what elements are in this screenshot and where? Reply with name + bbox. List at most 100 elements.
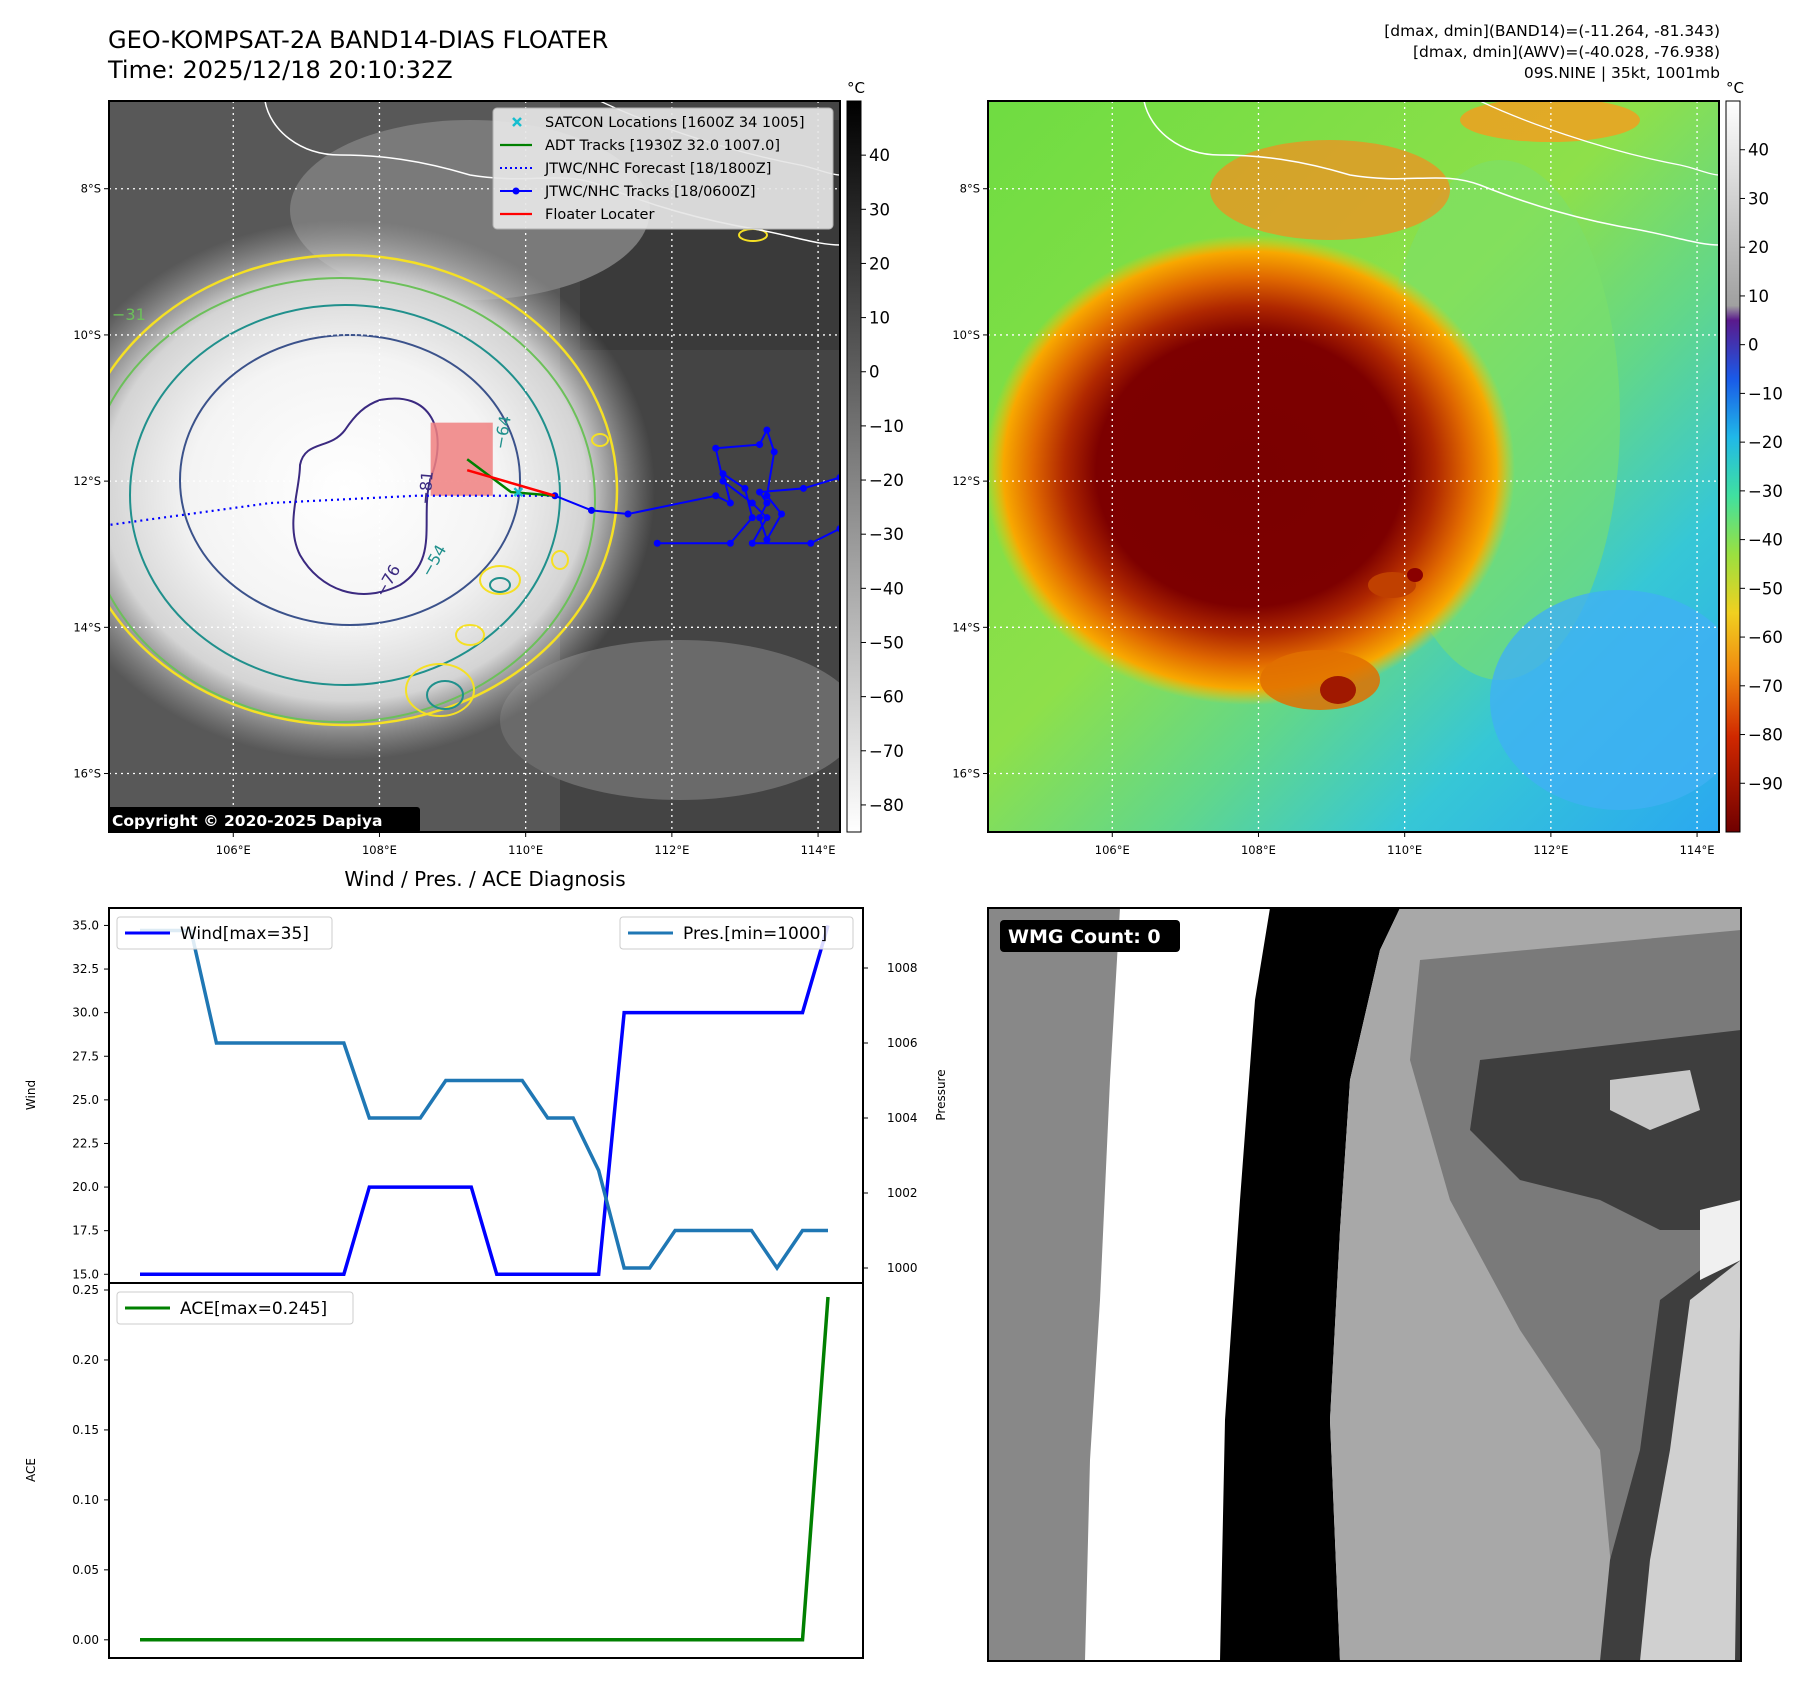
y-tick-label: 10°S: [952, 328, 980, 342]
legend-pressure-label: Pres.[min=1000]: [683, 924, 827, 944]
colorbar-tick-label: −40: [869, 579, 904, 598]
legend-wind: [116, 916, 333, 950]
colorbar-tick-label: −50: [869, 633, 904, 652]
jtwc-track-point: [763, 514, 771, 522]
y2-tick-label: 1006: [887, 1036, 918, 1050]
ylabel-wind: Wind: [24, 1080, 38, 1110]
grid-lines: [988, 101, 1719, 832]
ace-plot: 0.00 0.05 0.10 0.15 0.20 0.25: [72, 1283, 830, 1647]
colorbar-ticks: 40 30 20 10 0 −10 −20 −30 −40 −50 −60 −70 −80: [861, 146, 904, 815]
y2-tick-label: 1008: [887, 961, 918, 975]
wmg-count-box: [1000, 920, 1180, 952]
contour-green: [109, 277, 596, 723]
colorbar-tick-label: 30: [1748, 189, 1769, 208]
pressure-series-line: [140, 928, 828, 1272]
jtwc-track-point: [763, 499, 771, 507]
y2-tick-label: 1000: [887, 1261, 918, 1275]
cloud-mass: [109, 220, 655, 760]
colorbar-tick-label: −30: [869, 525, 904, 544]
figure-time: Time: 2025/12/18 20:10:32Z: [108, 56, 453, 84]
jtwc-track-point: [763, 492, 771, 500]
ir-colorized-panel: 106°E 108°E 110°E 112°E 114°E 8°S 10°S 12°S 14°S…: [952, 79, 1783, 857]
jtwc-track-point: [807, 539, 815, 547]
colorbar-tick-label: −20: [1748, 433, 1783, 452]
jtwc-track-point: [726, 539, 734, 547]
jtwc-track-point: [712, 444, 720, 452]
stats-line-2: [dmax, dmin](AWV)=(-40.028, -76.938): [1413, 43, 1720, 61]
jtwc-track-point: [756, 514, 764, 522]
y-tick-label: 32.5: [72, 962, 99, 976]
colorbar-tick-label: 40: [869, 146, 890, 165]
y-tick-label: 12°S: [952, 474, 980, 488]
jtwc-track-point: [624, 510, 632, 518]
y-tick-label: 0.25: [72, 1283, 99, 1297]
colorbar-tick-label: 20: [869, 254, 890, 273]
ace-panel: 0.00 0.05 0.10 0.15 0.20 0.25 ACE ACE[max=0.2…: [24, 1282, 864, 1659]
y-tick-label: 20.0: [72, 1180, 99, 1194]
stats-line-1: [dmax, dmin](BAND14)=(-11.264, -81.343): [1384, 22, 1720, 40]
colorbar-tick-label: −70: [1748, 677, 1783, 696]
legend-entry-label: Floater Locater: [545, 207, 654, 223]
colorbar-tick-label: −60: [1748, 628, 1783, 647]
jtwc-track-point: [770, 448, 778, 456]
floater-box: [430, 422, 493, 496]
jtwc-track-point: [756, 488, 764, 496]
jtwc-track-point: [748, 499, 756, 507]
jtwc-track-point: [748, 539, 756, 547]
legend-entry-label: SATCON Locations [1600Z 34 1005]: [545, 115, 804, 131]
jtwc-track-point: [712, 492, 720, 500]
color-cloud-north: [1210, 140, 1450, 240]
jtwc-track-point: [748, 514, 756, 522]
color-cell-east-core: [1407, 568, 1423, 582]
jtwc-track-point: [799, 484, 807, 492]
diagnosis-title: Wind / Pres. / ACE Diagnosis: [344, 867, 625, 891]
y2-tick-label: 1004: [887, 1111, 918, 1125]
color-cloud-ne: [1460, 101, 1640, 142]
y-tick-label: 0.05: [72, 1563, 99, 1577]
y-tick-label: 0.00: [72, 1633, 99, 1647]
y-tick-label: 10°S: [73, 328, 101, 342]
panel-frame: [987, 100, 1720, 833]
legend-entry-label: JTWC/NHC Tracks [18/0600Z]: [544, 184, 756, 200]
legend-ace-label: ACE[max=0.245]: [180, 1299, 327, 1319]
colorbar-tick-label: 10: [869, 309, 890, 328]
colorbar-tick-label: 0: [1748, 336, 1759, 355]
colorbar-tick-label: −10: [869, 417, 904, 436]
wmg-region-gray-west: [988, 908, 1120, 1661]
wmg-region-white-east: [1700, 1200, 1741, 1280]
colorbar-color: [1725, 100, 1741, 833]
jtwc-track-point: [756, 441, 764, 449]
map-legend: SATCON Locations [1600Z 34 1005] ADT Trac…: [492, 107, 834, 230]
convective-patch: [479, 565, 521, 595]
x-tick-label: 106°E: [216, 843, 251, 857]
legend-entry-label: JTWC/NHC Forecast [18/1800Z]: [544, 161, 771, 177]
stats-line-3: 09S.NINE | 35kt, 1001mb: [1523, 64, 1720, 82]
ylabel-ace: ACE: [24, 1458, 38, 1482]
y-tick-label: 30.0: [72, 1006, 99, 1020]
y-tick-label: 0.10: [72, 1493, 99, 1507]
y-tick-label: 16°S: [952, 767, 980, 781]
jtwc-track-point: [778, 510, 786, 518]
y-tick-label: 25.0: [72, 1093, 99, 1107]
satcon-marker: [513, 487, 524, 497]
colorbar-tick-label: −70: [869, 742, 904, 761]
map-axes: 106°E 108°E 110°E 112°E 114°E 8°S 10°S 12°S 14°S…: [952, 182, 1714, 857]
contour-label-81: −81: [415, 470, 437, 505]
y-tick-label: 8°S: [81, 182, 101, 196]
x-tick-label: 110°E: [508, 843, 543, 857]
legend-swatch-satcon: [512, 117, 522, 127]
jtwc-track-point: [763, 426, 771, 434]
convective-dot: [591, 433, 609, 447]
panel-frame: [987, 907, 1742, 1662]
wmg-panel: WMG Count: 0: [987, 907, 1742, 1662]
convective-dot: [455, 624, 485, 646]
map-axes: 106°E 108°E 110°E 112°E 114°E 8°S 10°S 12°S 14°S…: [73, 182, 835, 857]
colorbar-tick-label: 0: [869, 363, 880, 382]
legend-pressure: [619, 916, 854, 950]
y-tick-label: 35.0: [72, 918, 99, 932]
colorbar-tick-label: −30: [1748, 482, 1783, 501]
y-tick-label: 8°S: [960, 182, 980, 196]
x-tick-label: 108°E: [362, 843, 397, 857]
x-tick-label: 108°E: [1241, 843, 1276, 857]
